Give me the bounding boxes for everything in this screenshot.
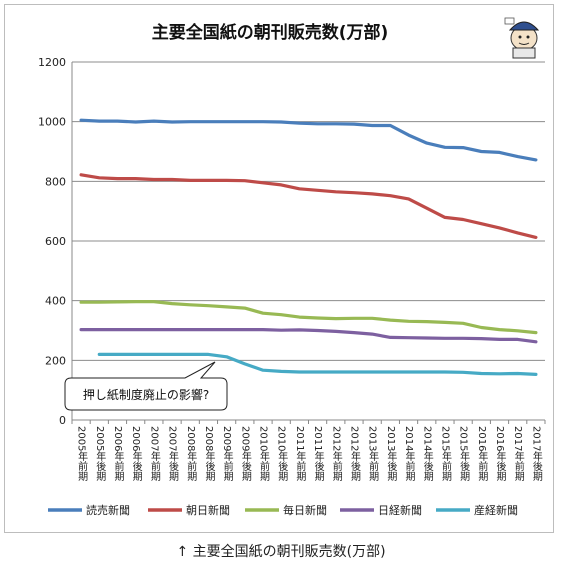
x-tick-label: 2005年前期 bbox=[76, 426, 88, 482]
x-tick-label: 2008年前期 bbox=[185, 426, 197, 482]
series-line-1 bbox=[79, 173, 538, 239]
newspaper-reader-mascot-icon bbox=[504, 17, 540, 59]
annotation-text: 押し紙制度廃止の影響? bbox=[83, 387, 209, 402]
legend-label-2: 毎日新聞 bbox=[283, 503, 327, 517]
y-tick-label: 200 bbox=[45, 354, 66, 367]
legend-label-0: 読売新聞 bbox=[86, 503, 130, 517]
x-tick-label: 2009年後期 bbox=[239, 426, 251, 482]
x-tick-label: 2014年後期 bbox=[421, 426, 433, 482]
x-tick-label: 2017年後期 bbox=[530, 426, 542, 482]
legend-label-1: 朝日新聞 bbox=[186, 503, 230, 517]
x-tick-label: 2011年前期 bbox=[294, 426, 306, 482]
y-tick-label: 1200 bbox=[38, 56, 66, 69]
y-tick-label: 1000 bbox=[38, 116, 66, 129]
series-line-4 bbox=[97, 352, 538, 376]
x-tick-label: 2009年前期 bbox=[221, 426, 233, 482]
x-tick-label: 2013年後期 bbox=[385, 426, 397, 482]
chart-caption: ↑ 主要全国紙の朝刊販売数(万部) bbox=[176, 544, 386, 560]
x-tick-label: 2015年前期 bbox=[439, 426, 451, 482]
x-tick-label: 2005年後期 bbox=[94, 426, 106, 482]
y-tick-label: 400 bbox=[45, 295, 66, 308]
x-tick-label: 2006年前期 bbox=[112, 426, 124, 482]
x-tick-label: 2017年前期 bbox=[512, 426, 524, 482]
chart-frame bbox=[4, 4, 554, 533]
x-tick-label: 2014年前期 bbox=[403, 426, 415, 482]
y-tick-label: 600 bbox=[45, 235, 66, 248]
legend-label-4: 産経新聞 bbox=[474, 503, 518, 517]
x-tick-label: 2010年後期 bbox=[276, 426, 288, 482]
x-tick-label: 2007年前期 bbox=[148, 426, 160, 482]
x-tick-label: 2016年後期 bbox=[494, 426, 506, 482]
x-tick-label: 2013年前期 bbox=[367, 426, 379, 482]
y-tick-label: 800 bbox=[45, 175, 66, 188]
series-line-0 bbox=[79, 118, 538, 162]
series-line-3 bbox=[79, 328, 538, 344]
y-tick-label: 0 bbox=[59, 414, 66, 427]
x-tick-label: 2012年前期 bbox=[330, 426, 342, 482]
x-tick-label: 2011年後期 bbox=[312, 426, 324, 482]
x-tick-label: 2007年後期 bbox=[167, 426, 179, 482]
x-tick-label: 2006年後期 bbox=[130, 426, 142, 482]
chart-title: 主要全国紙の朝刊販売数(万部) bbox=[152, 22, 389, 43]
series-line-2 bbox=[79, 300, 538, 335]
x-tick-label: 2008年後期 bbox=[203, 426, 215, 482]
x-tick-label: 2015年後期 bbox=[458, 426, 470, 482]
legend-label-3: 日経新聞 bbox=[378, 503, 422, 517]
annotation-callout bbox=[64, 361, 228, 411]
x-tick-label: 2010年前期 bbox=[258, 426, 270, 482]
x-tick-label: 2016年前期 bbox=[476, 426, 488, 482]
x-tick-label: 2012年後期 bbox=[348, 426, 360, 482]
